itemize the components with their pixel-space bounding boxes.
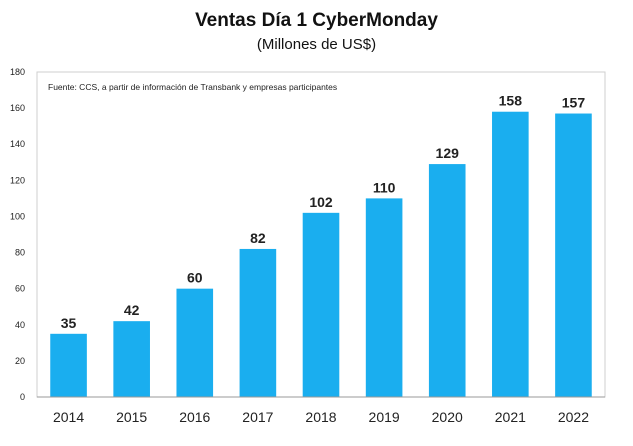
- x-tick-label-2020: 2020: [432, 409, 463, 425]
- data-label-2014: 35: [61, 315, 77, 331]
- data-label-2015: 42: [124, 302, 140, 318]
- x-tick-label-2021: 2021: [495, 409, 526, 425]
- x-tick-label-2016: 2016: [179, 409, 210, 425]
- chart-title: Ventas Día 1 CyberMonday: [195, 10, 438, 31]
- bar-2021: [492, 111, 529, 397]
- x-tick-label-2015: 2015: [116, 409, 147, 425]
- y-tick-label: 100: [10, 211, 25, 221]
- x-tick-label-2018: 2018: [305, 409, 336, 425]
- y-tick-label: 60: [15, 284, 25, 294]
- data-label-2018: 102: [309, 194, 333, 210]
- y-tick-label: 120: [10, 175, 25, 185]
- data-label-2017: 82: [250, 230, 266, 246]
- bar-2017: [239, 248, 277, 397]
- y-tick-label: 20: [15, 356, 25, 366]
- data-label-2020: 129: [436, 145, 460, 161]
- bar-2014: [50, 333, 87, 397]
- bar-2019: [365, 198, 403, 397]
- source-note: Fuente: CCS, a partir de información de …: [48, 82, 337, 92]
- x-tick-label-2022: 2022: [558, 409, 589, 425]
- data-label-2016: 60: [187, 270, 203, 286]
- x-tick-label-2014: 2014: [53, 409, 84, 425]
- chart-subtitle: (Millones de US$): [256, 36, 377, 53]
- data-label-2019: 110: [373, 179, 396, 195]
- bar-2022: [555, 113, 592, 398]
- y-tick-label: 140: [10, 139, 25, 149]
- y-tick-label: 160: [10, 103, 25, 113]
- bars-group: [50, 111, 592, 398]
- y-tick-label: 0: [20, 392, 25, 402]
- y-axis: 0 20 40 60 80 100 120 140 160 180: [10, 67, 25, 402]
- bar-2015: [113, 321, 150, 397]
- x-tick-label-2017: 2017: [242, 409, 273, 425]
- x-axis: 2014 2015 2016 2017 2018 2019 2020 2021 2022: [53, 409, 589, 425]
- y-tick-label: 180: [10, 67, 25, 77]
- bar-2016: [176, 288, 214, 397]
- y-tick-label: 40: [15, 320, 25, 330]
- data-labels-group: 35 42 60 82 102 110 129 158 157: [61, 93, 586, 331]
- bar-2018: [302, 212, 340, 397]
- x-tick-label-2019: 2019: [369, 409, 400, 425]
- data-label-2021: 158: [499, 93, 523, 109]
- y-tick-label: 80: [15, 248, 25, 258]
- bar-2020: [428, 164, 466, 397]
- data-label-2022: 157: [562, 95, 586, 111]
